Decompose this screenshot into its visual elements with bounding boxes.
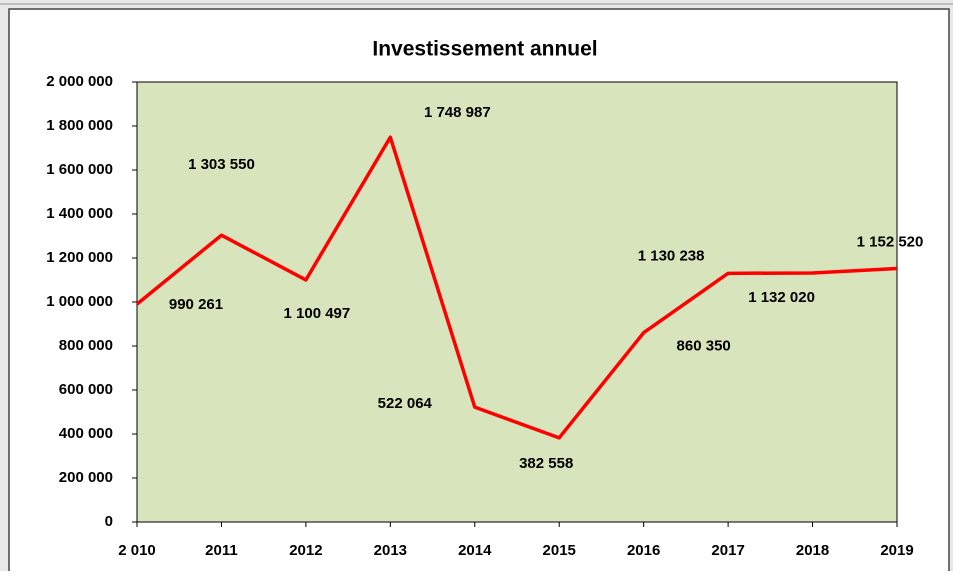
x-tick-label: 2013 [374, 542, 407, 559]
x-tick-label: 2012 [289, 542, 322, 559]
data-line [135, 135, 898, 440]
x-tick-label: 2018 [796, 542, 829, 559]
y-tick-label: 400 000 [59, 425, 113, 442]
plot-area [136, 81, 898, 523]
x-tick-label: 2 010 [118, 542, 156, 559]
data-label: 522 064 [378, 395, 433, 412]
data-label: 382 558 [519, 455, 573, 472]
x-tick-label: 2015 [543, 542, 576, 559]
y-tick-label: 0 [105, 513, 113, 530]
data-label: 1 132 020 [748, 289, 815, 306]
x-tick-label: 2011 [205, 542, 238, 559]
x-tick-label: 2019 [880, 542, 913, 559]
y-tick-label: 1 600 000 [46, 161, 113, 178]
y-tick-label: 2 000 000 [46, 73, 113, 90]
data-label: 1 303 550 [188, 156, 255, 173]
y-tick-label: 1 200 000 [46, 249, 113, 266]
y-tick-label: 600 000 [59, 381, 113, 398]
data-label: 1 748 987 [424, 104, 491, 121]
x-tick-label: 2016 [627, 542, 660, 559]
x-tick-label: 2017 [711, 542, 744, 559]
y-tick-label: 800 000 [59, 337, 113, 354]
y-tick-label: 1 400 000 [46, 205, 113, 222]
data-label: 990 261 [169, 296, 223, 313]
y-tick-label: 1 800 000 [46, 117, 113, 134]
data-label: 860 350 [677, 338, 731, 355]
data-label: 1 130 238 [638, 247, 705, 264]
data-label: 1 152 520 [857, 233, 924, 250]
data-label: 1 100 497 [284, 305, 351, 322]
y-tick-label: 1 000 000 [46, 293, 113, 310]
x-tick-label: 2014 [458, 542, 492, 559]
chart-title: Investissement annuel [372, 38, 597, 61]
y-tick-label: 200 000 [59, 469, 113, 486]
